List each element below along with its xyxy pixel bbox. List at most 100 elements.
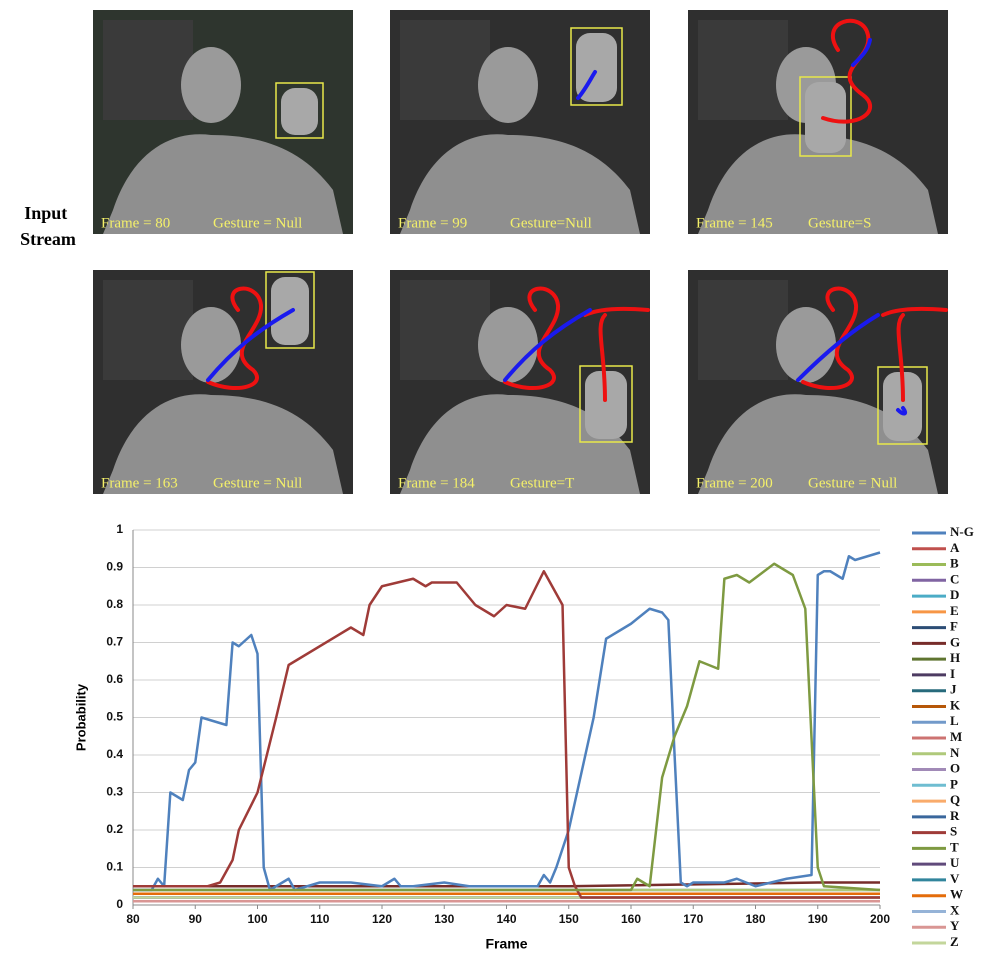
- x-axis-label: Frame: [485, 936, 527, 952]
- series-line: [133, 562, 881, 892]
- legend-label: E: [950, 603, 959, 618]
- y-tick-label: 0.2: [106, 822, 123, 836]
- legend-label: I: [950, 666, 955, 681]
- legend-label: M: [950, 729, 962, 744]
- hand-trace: [206, 308, 295, 382]
- person-body: [103, 134, 343, 234]
- person-body: [400, 134, 640, 234]
- x-tick-label: 110: [310, 912, 330, 926]
- y-tick-label: 0.5: [106, 710, 123, 724]
- image-panel: Frame = 99 Gesture=Null: [390, 10, 650, 234]
- legend-label: N-G: [950, 524, 974, 539]
- frame-caption: Frame = 200: [696, 475, 773, 491]
- shelf: [698, 280, 788, 380]
- y-tick-label: 0.3: [106, 785, 123, 799]
- frame-caption: Frame = 184: [398, 475, 475, 491]
- legend-label: X: [950, 902, 960, 917]
- y-tick-label: 0: [116, 897, 123, 911]
- hand-trace: [576, 70, 597, 100]
- x-tick-label: 120: [372, 912, 392, 926]
- legend-label: B: [950, 556, 959, 571]
- legend-label: T: [950, 839, 959, 854]
- legend-label: W: [950, 887, 963, 902]
- person-head: [478, 47, 538, 123]
- hand-trace: [851, 38, 872, 67]
- image-panel: Frame = 145 Gesture=S: [688, 10, 948, 234]
- gesture-caption: Gesture = Null: [213, 215, 302, 231]
- frame-caption: Frame = 163: [101, 475, 178, 491]
- x-tick-label: 150: [559, 912, 579, 926]
- legend-label: G: [950, 634, 960, 649]
- person-head: [776, 307, 836, 383]
- y-tick-label: 1: [116, 522, 123, 536]
- legend-label: N: [950, 745, 960, 760]
- person-head: [181, 307, 241, 383]
- person-head: [181, 47, 241, 123]
- legend-label: J: [950, 682, 957, 697]
- image-panel: Frame = 184 Gesture=T: [390, 270, 650, 494]
- hand-trace: [503, 308, 592, 382]
- shelf: [103, 20, 193, 120]
- x-tick-label: 180: [745, 912, 765, 926]
- frame-caption: Frame = 80: [101, 215, 170, 231]
- legend-label: V: [950, 871, 960, 886]
- shelf: [698, 20, 788, 120]
- person-head: [478, 307, 538, 383]
- hand-box: [579, 365, 633, 443]
- x-tick-label: 130: [434, 912, 454, 926]
- frame-caption: Frame = 145: [696, 215, 773, 231]
- x-tick-label: 90: [189, 912, 203, 926]
- image-panel: Frame = 163 Gesture = Null: [93, 270, 353, 494]
- legend-label: O: [950, 761, 960, 776]
- y-tick-label: 0.9: [106, 560, 123, 574]
- legend-label: F: [950, 619, 958, 634]
- x-tick-label: 200: [870, 912, 890, 926]
- frame-caption: Frame = 99: [398, 215, 467, 231]
- y-tick-label: 0.6: [106, 672, 123, 686]
- gesture-caption: Gesture=Null: [510, 215, 592, 231]
- y-tick-label: 0.1: [106, 860, 123, 874]
- hand-box: [570, 27, 623, 106]
- legend-label: L: [950, 713, 959, 728]
- gesture-caption: Gesture=T: [510, 475, 574, 491]
- series-line: [133, 881, 880, 888]
- legend-label: H: [950, 650, 960, 665]
- y-tick-label: 0.4: [106, 747, 123, 761]
- x-tick-label: 100: [247, 912, 267, 926]
- gesture-caption: Gesture=S: [808, 215, 871, 231]
- x-tick-label: 80: [126, 912, 140, 926]
- legend-label: Q: [950, 792, 960, 807]
- person-hand: [281, 88, 318, 135]
- person-body: [698, 134, 938, 234]
- person-hand: [585, 371, 627, 439]
- x-tick-label: 140: [496, 912, 516, 926]
- legend-label: D: [950, 587, 959, 602]
- gesture-caption: Gesture = Null: [213, 475, 302, 491]
- legend-label: S: [950, 824, 957, 839]
- x-tick-label: 170: [683, 912, 703, 926]
- y-tick-label: 0.7: [106, 635, 123, 649]
- y-tick-label: 0.8: [106, 597, 123, 611]
- hand-trace: [796, 313, 908, 416]
- input-label: Input Stream: [20, 203, 76, 249]
- image-panel: Frame = 80 Gesture = Null: [93, 10, 353, 234]
- hand-box: [265, 271, 315, 349]
- legend-label: Y: [950, 918, 960, 933]
- shelf: [400, 280, 490, 380]
- person-body: [103, 394, 343, 494]
- shelf: [103, 280, 193, 380]
- x-tick-label: 160: [621, 912, 641, 926]
- legend-label: P: [950, 776, 958, 791]
- y-axis-label: Probability: [73, 683, 88, 751]
- shelf: [400, 20, 490, 120]
- legend-label: K: [950, 697, 961, 712]
- hand-box: [799, 76, 852, 157]
- image-panel: Frame = 200 Gesture = Null: [688, 270, 948, 494]
- legend-label: R: [950, 808, 960, 823]
- gesture-caption: Gesture = Null: [808, 475, 897, 491]
- legend-label: U: [950, 855, 960, 870]
- series-line: [133, 551, 881, 892]
- legend-label: Z: [950, 934, 959, 949]
- hand-box: [275, 82, 324, 139]
